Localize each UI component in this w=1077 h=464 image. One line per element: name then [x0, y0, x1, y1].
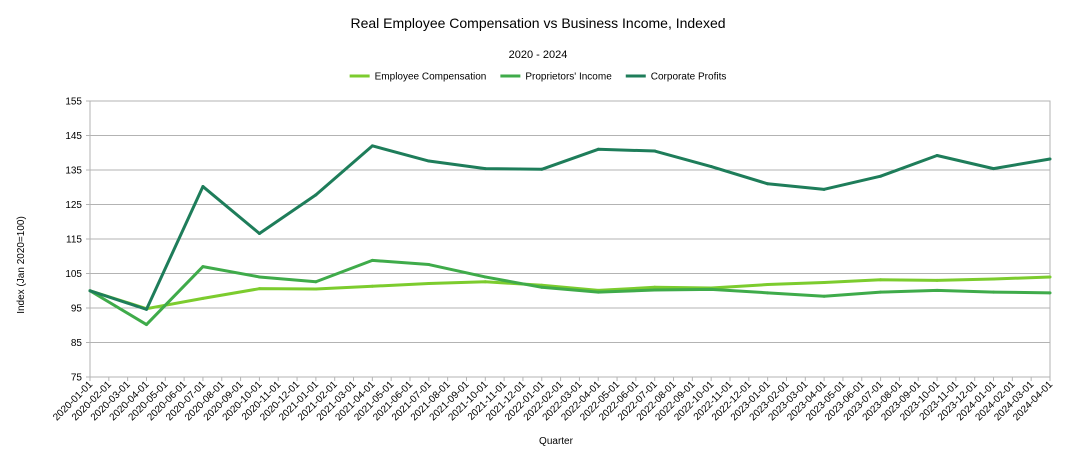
data-point — [879, 174, 883, 178]
data-point — [653, 285, 657, 289]
series-line-0 — [89, 275, 1051, 311]
data-point — [992, 290, 996, 294]
legend-item: Proprietors' Income — [500, 72, 612, 83]
data-point — [483, 167, 487, 171]
data-point — [709, 165, 713, 169]
data-point — [992, 167, 996, 171]
data-point — [822, 280, 826, 284]
series-line-2 — [89, 144, 1051, 311]
data-point — [257, 287, 261, 291]
data-point — [370, 144, 374, 148]
data-point — [314, 287, 318, 291]
data-point — [1048, 157, 1052, 161]
data-point — [992, 277, 996, 281]
data-point — [314, 193, 318, 197]
data-point — [257, 275, 261, 279]
y-tick-label: 155 — [65, 97, 82, 108]
data-point — [427, 159, 431, 163]
data-point — [370, 258, 374, 262]
legend: Employee Compensation Proprietors' Income… — [349, 72, 727, 83]
legend-label: Proprietors' Income — [525, 72, 612, 83]
data-point — [144, 323, 148, 327]
data-point — [766, 291, 770, 295]
data-point — [1048, 275, 1052, 279]
legend-item: Corporate Profits — [625, 72, 727, 83]
data-point — [822, 187, 826, 191]
data-point — [540, 167, 544, 171]
series-line-1 — [89, 258, 1051, 327]
data-point — [822, 294, 826, 298]
chart-title: Real Employee Compensation vs Business I… — [350, 15, 725, 31]
data-point — [879, 278, 883, 282]
data-point — [370, 284, 374, 288]
y-tick-label: 115 — [66, 235, 82, 246]
data-point — [596, 147, 600, 151]
data-point — [766, 283, 770, 287]
data-point — [653, 149, 657, 153]
y-tick-label: 85 — [71, 338, 83, 349]
y-axis-label: Index (Jan 2020=100) — [16, 216, 27, 314]
x-axis-label: Quarter — [539, 436, 574, 447]
data-point — [935, 278, 939, 282]
data-point — [879, 290, 883, 294]
data-point — [1048, 291, 1052, 295]
chart-subtitle: 2020 - 2024 — [509, 49, 568, 61]
x-axis-ticks: 2020-01-012020-02-012020-03-012020-04-01… — [51, 377, 1055, 423]
data-point — [653, 288, 657, 292]
data-point — [201, 296, 205, 300]
data-point — [427, 282, 431, 286]
data-point — [201, 185, 205, 189]
data-point — [257, 231, 261, 235]
data-point — [314, 280, 318, 284]
y-tick-label: 145 — [65, 131, 82, 142]
data-point — [144, 307, 148, 311]
data-point — [483, 275, 487, 279]
y-tick-label: 125 — [65, 200, 82, 211]
y-axis-ticks: 75 85 95 105 115 125 135 145 155 — [65, 97, 90, 384]
legend-label: Employee Compensation — [375, 72, 487, 83]
data-point — [596, 290, 600, 294]
series-lines — [88, 144, 1052, 327]
y-tick-label: 75 — [71, 373, 83, 384]
legend-item: Employee Compensation — [349, 72, 487, 83]
y-tick-label: 105 — [65, 269, 82, 280]
gridlines — [90, 100, 1050, 378]
data-point — [201, 265, 205, 269]
data-point — [88, 289, 92, 293]
data-point — [935, 154, 939, 158]
data-point — [935, 288, 939, 292]
data-point — [766, 182, 770, 186]
data-point — [709, 287, 713, 291]
y-tick-label: 95 — [71, 304, 83, 315]
y-tick-label: 135 — [65, 166, 82, 177]
data-point — [483, 280, 487, 284]
data-point — [540, 285, 544, 289]
legend-label: Corporate Profits — [651, 72, 727, 83]
data-point — [427, 263, 431, 267]
